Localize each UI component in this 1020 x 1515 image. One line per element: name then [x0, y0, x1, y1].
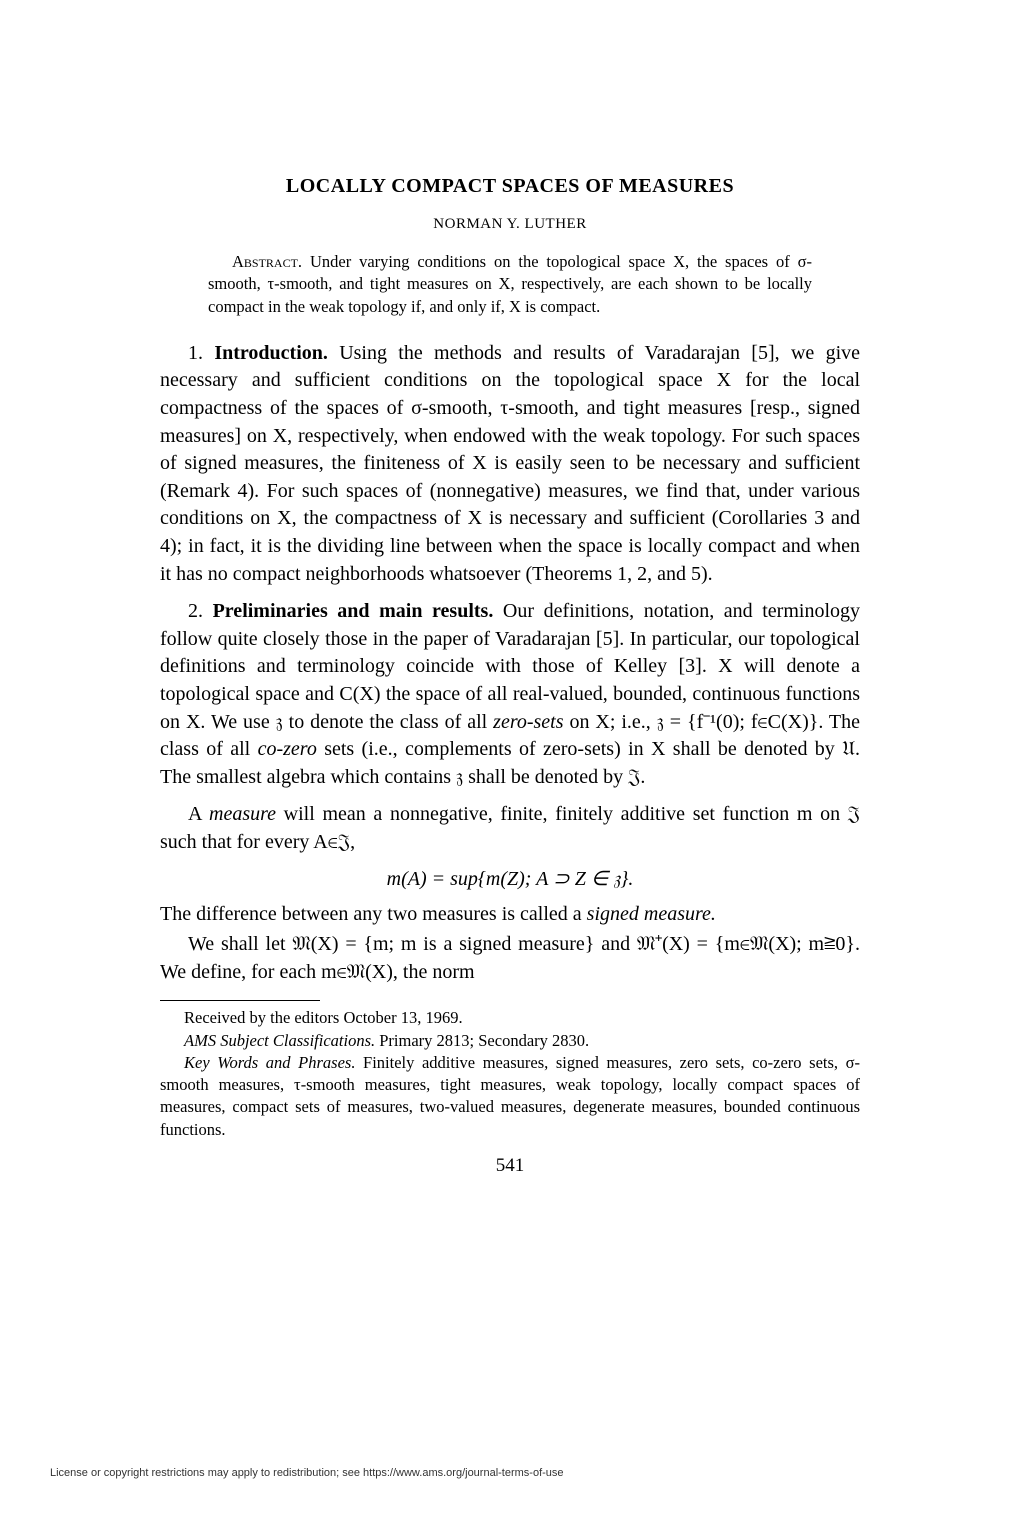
section-2-p2: A measure will mean a nonnegative, finit…: [160, 801, 860, 856]
footnote-received: Received by the editors October 13, 1969…: [160, 1007, 860, 1029]
footnote-rule: [160, 1000, 320, 1001]
zero-sets-term: zero-sets: [493, 711, 563, 733]
page-content: LOCALLY COMPACT SPACES OF MEASURES NORMA…: [0, 0, 1020, 1177]
section-2-body-3a: The difference between any two measures …: [160, 903, 587, 925]
signed-measure-term: signed measure.: [587, 903, 716, 925]
footnote-ams: AMS Subject Classifications. Primary 281…: [160, 1030, 860, 1052]
received-text: Received by the editors October 13, 1969…: [184, 1008, 463, 1027]
section-2-p3: The difference between any two measures …: [160, 901, 860, 929]
section-2-num: 2.: [188, 600, 203, 622]
section-2-heading: Preliminaries and main results.: [213, 600, 494, 622]
ams-text: Primary 2813; Secondary 2830.: [375, 1031, 589, 1050]
paper-author: NORMAN Y. LUTHER: [160, 216, 860, 233]
section-1: 1. Introduction. Using the methods and r…: [160, 340, 860, 588]
footnote-keywords: Key Words and Phrases. Finitely additive…: [160, 1052, 860, 1141]
section-2-body-2a: A: [188, 803, 209, 825]
measure-term: measure: [209, 803, 276, 825]
ams-label: AMS Subject Classifications.: [184, 1031, 375, 1050]
abstract-block: Abstract. Under varying conditions on th…: [208, 251, 812, 318]
page-number: 541: [160, 1155, 860, 1177]
section-2-p4: We shall let 𝔐(X) = {m; m is a signed me…: [160, 931, 860, 986]
section-1-num: 1.: [188, 342, 203, 364]
paper-title: LOCALLY COMPACT SPACES OF MEASURES: [160, 175, 860, 198]
license-notice: License or copyright restrictions may ap…: [50, 1467, 564, 1479]
equation-1: m(A) = sup{m(Z); A ⊃ Z ∈ 𝔷}.: [160, 866, 860, 891]
keywords-label: Key Words and Phrases.: [184, 1053, 355, 1072]
co-zero-term: co-zero: [258, 738, 317, 760]
section-1-heading: Introduction.: [214, 342, 328, 364]
section-2-p1: 2. Preliminaries and main results. Our d…: [160, 598, 860, 791]
abstract-label: Abstract.: [232, 252, 302, 271]
section-2-body-4: We shall let 𝔐(X) = {m; m is a signed me…: [160, 933, 860, 983]
section-1-body: Using the methods and results of Varadar…: [160, 342, 860, 585]
